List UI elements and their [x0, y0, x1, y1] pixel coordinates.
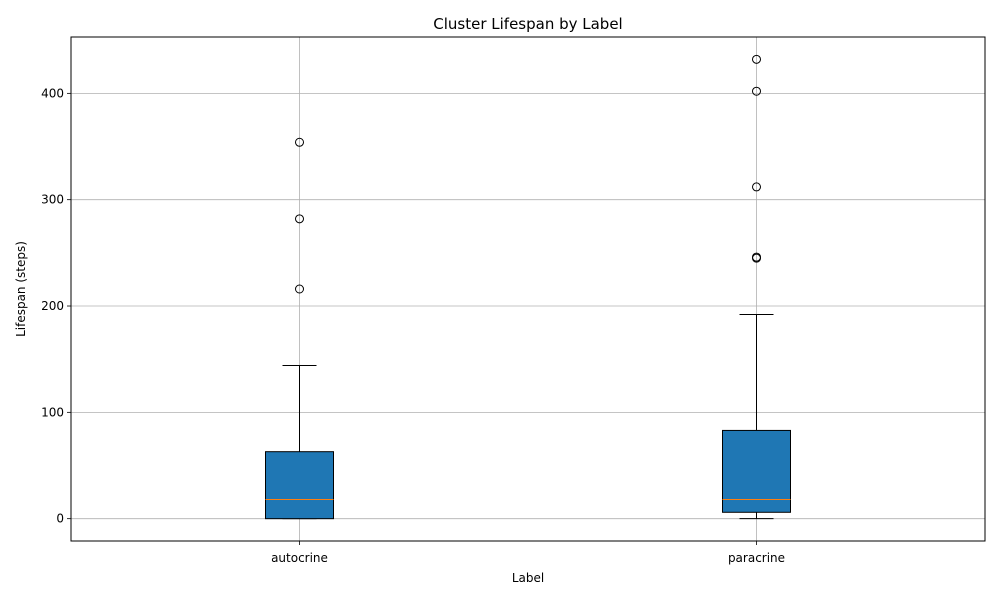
x-tick-label: paracrine [728, 551, 785, 565]
y-tick-label: 300 [41, 193, 64, 207]
y-axis-label: Lifespan (steps) [14, 241, 28, 337]
tick-layer: 0 100 200 300 400 autocrine paracrine [41, 86, 785, 565]
outlier-point [295, 284, 304, 294]
box-group-paracrine [722, 54, 791, 520]
y-tick-label: 100 [41, 405, 64, 419]
outlier-point [752, 252, 761, 262]
chart-title: Cluster Lifespan by Label [433, 15, 622, 33]
outlier-point [752, 54, 761, 64]
outlier-point [295, 214, 304, 224]
outlier-point [752, 86, 761, 96]
plot-area-frame [70, 36, 986, 542]
box-layer [265, 54, 791, 520]
outlier-point [752, 182, 761, 192]
outlier-point [295, 137, 304, 147]
x-tick-label: autocrine [271, 551, 328, 565]
y-tick-label: 0 [56, 512, 64, 526]
grid-layer [71, 37, 985, 541]
x-axis-label: Label [512, 571, 544, 585]
iqr-box [265, 451, 334, 520]
box-group-autocrine [265, 137, 334, 520]
iqr-box [722, 429, 791, 513]
y-tick-label: 200 [41, 299, 64, 313]
y-tick-label: 400 [41, 86, 64, 100]
